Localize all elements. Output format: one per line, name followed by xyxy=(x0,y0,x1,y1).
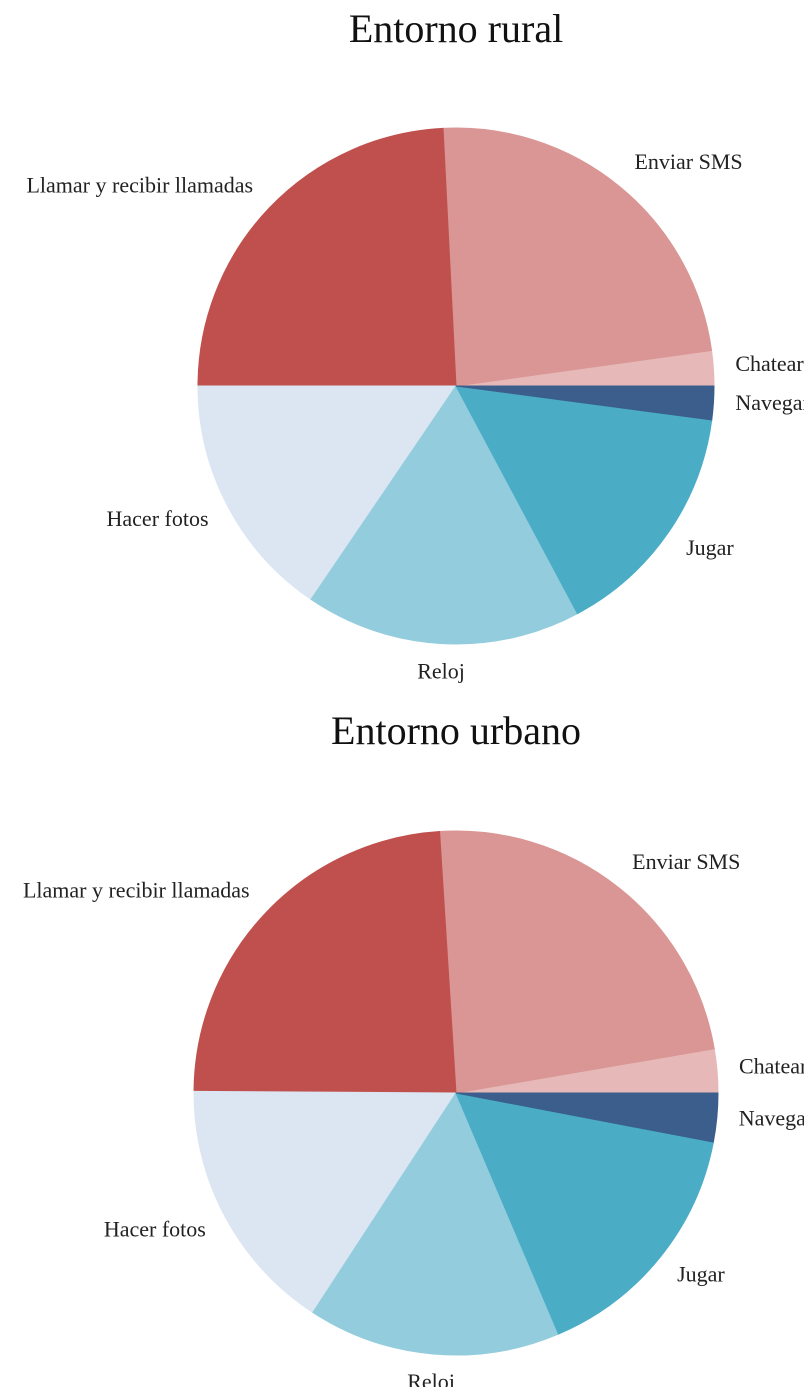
pie-slice xyxy=(439,830,715,1094)
slice-label: Jugar xyxy=(686,535,734,560)
pie-slice xyxy=(310,385,579,645)
slice-label: Llamar y recibir llamadas xyxy=(23,877,250,902)
pie-slice xyxy=(197,127,457,387)
pie-slice xyxy=(455,1092,714,1335)
slice-label: Hacer fotos xyxy=(104,1216,206,1241)
pie-slice xyxy=(197,385,457,601)
slice-label: Hacer fotos xyxy=(107,506,209,531)
chart-title: Entorno rural xyxy=(349,6,563,51)
pie-slice xyxy=(193,1090,457,1314)
pie-slice xyxy=(193,830,457,1094)
pie-slice xyxy=(312,1091,560,1356)
slice-label: Enviar SMS xyxy=(634,149,742,174)
slice-label: Jugar xyxy=(677,1261,725,1286)
slice-label: Enviar SMS xyxy=(632,849,740,874)
slice-label: Chatear xyxy=(739,1053,804,1078)
pie-slice xyxy=(455,385,715,421)
slice-label: Llamar y recibir llamadas xyxy=(26,173,253,198)
pie-slice xyxy=(455,385,713,615)
pie-slice xyxy=(455,1092,719,1143)
slice-label: Reloj xyxy=(417,659,465,684)
pie-slice xyxy=(442,127,713,387)
slice-label: Navegar xyxy=(735,390,804,415)
slice-label: Navegar xyxy=(739,1106,804,1131)
slice-label: Reloj xyxy=(407,1369,455,1387)
chart-title: Entorno urbano xyxy=(331,708,581,753)
slice-label: Chatear xyxy=(735,351,804,376)
